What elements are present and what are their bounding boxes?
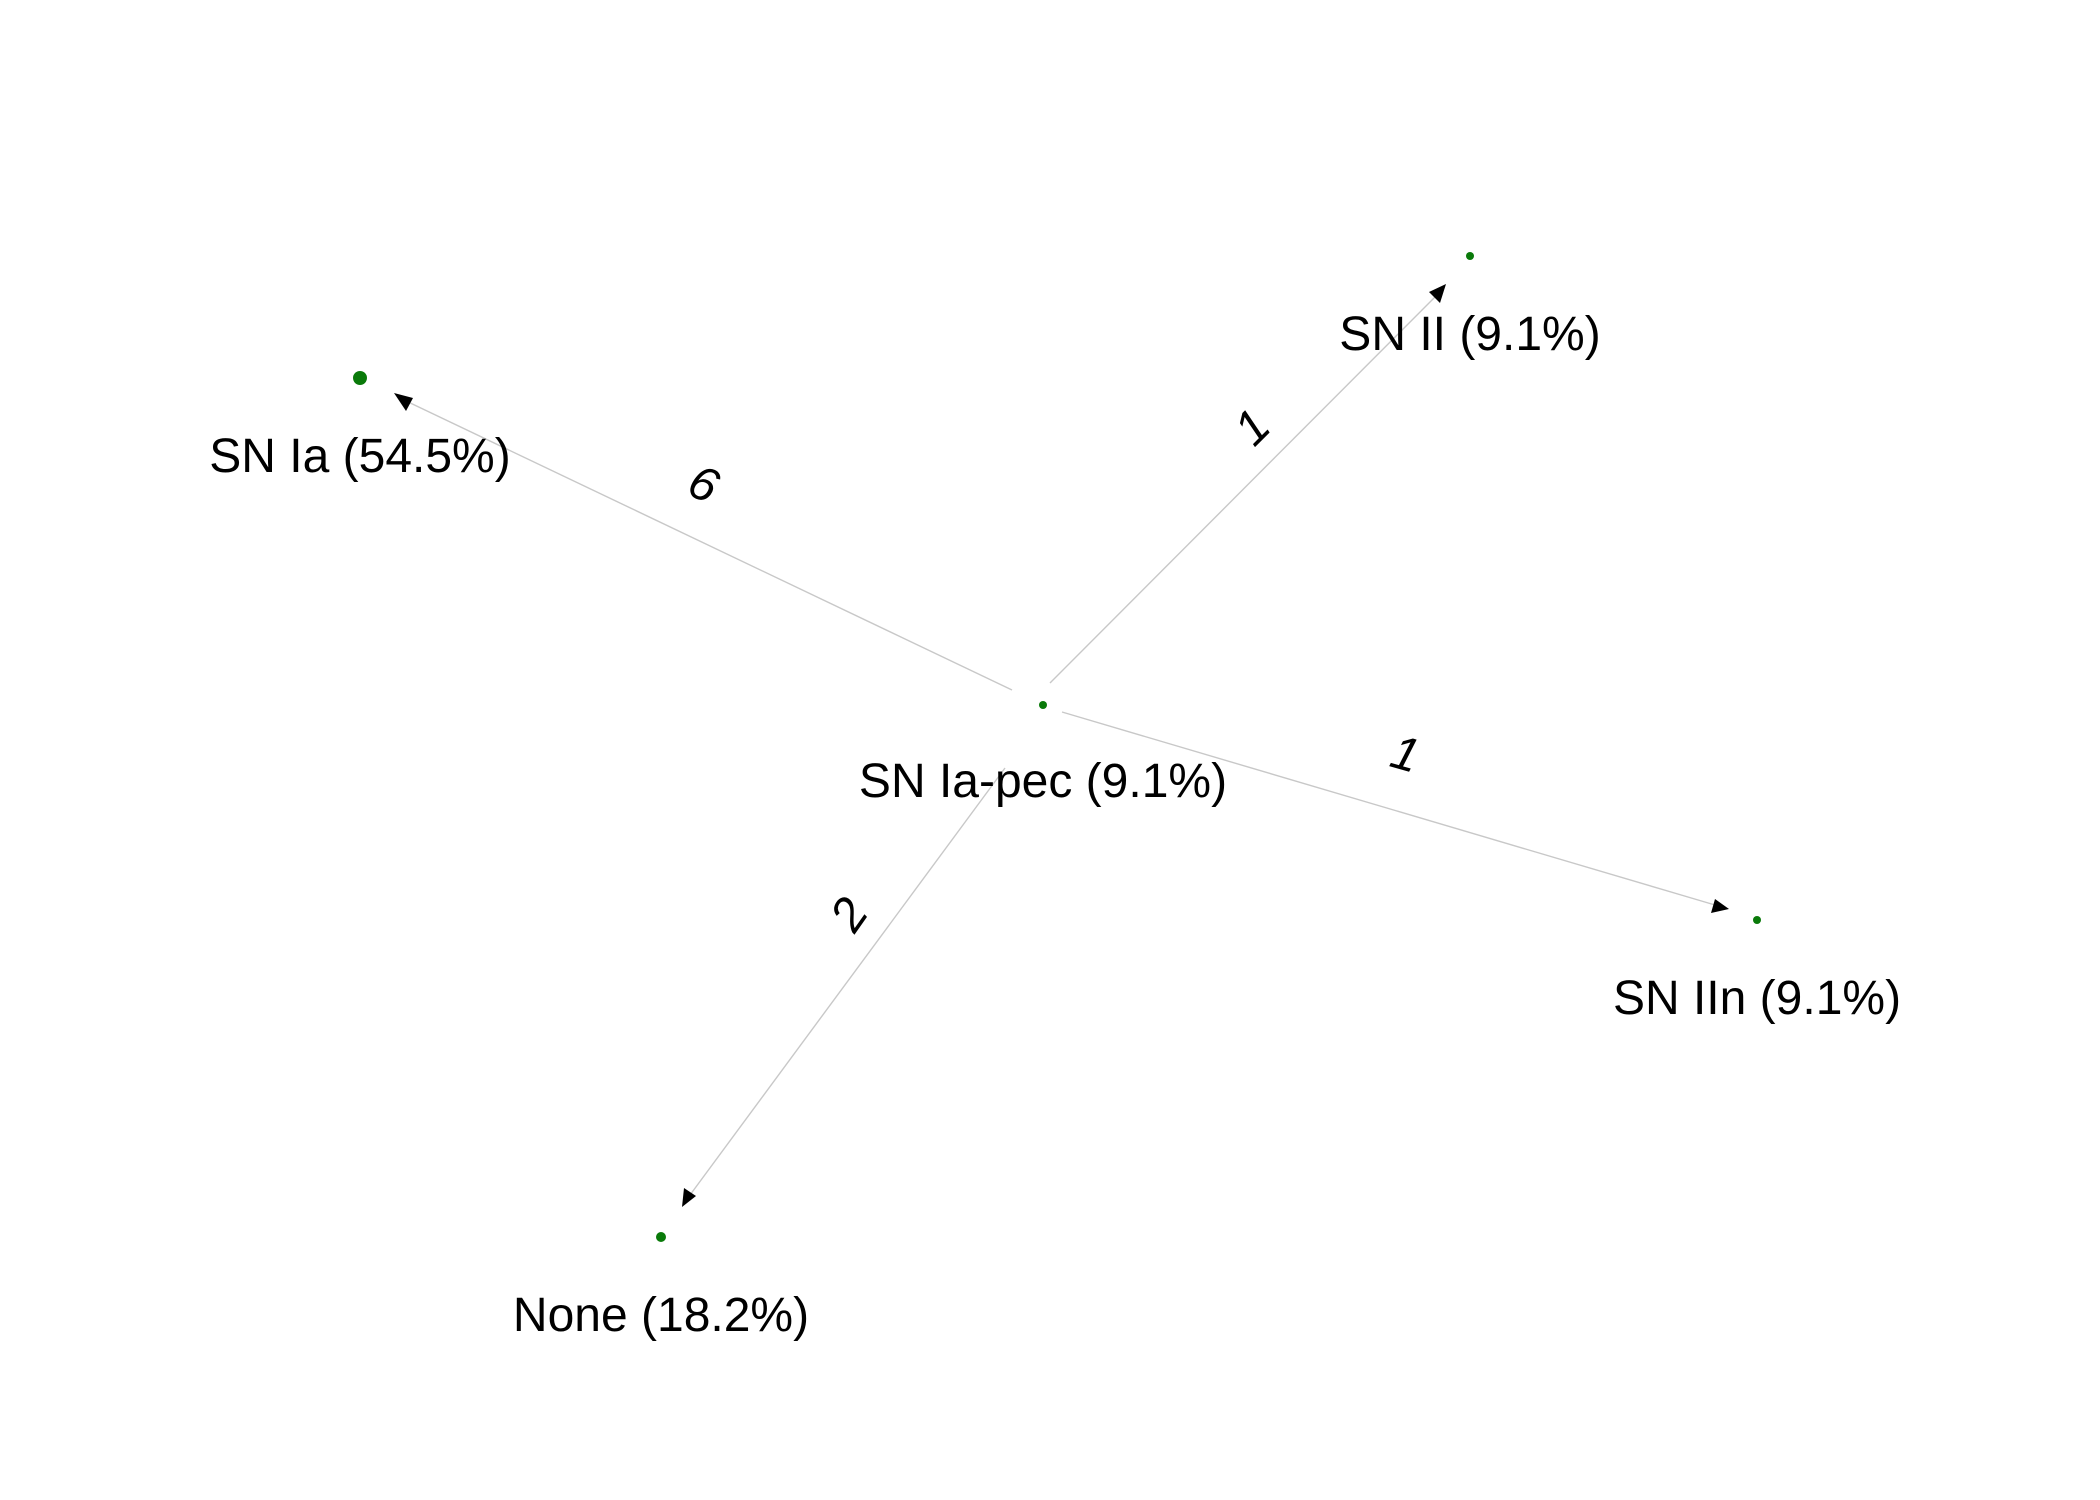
node-label-center: SN Ia-pec (9.1%) xyxy=(859,755,1227,808)
node-center[interactable]: SN Ia-pec (9.1%) xyxy=(859,701,1227,808)
node-ii[interactable]: SN II (9.1%) xyxy=(1339,252,1601,361)
edge-center-to-iin: 1 xyxy=(1061,711,1729,913)
node-dot-ii xyxy=(1466,252,1474,260)
node-dot-center xyxy=(1039,701,1047,709)
edge-weight-ii: 1 xyxy=(1224,399,1280,455)
node-label-none: None (18.2%) xyxy=(513,1289,809,1342)
arrow-head-none xyxy=(682,1188,696,1207)
node-none[interactable]: None (18.2%) xyxy=(513,1232,809,1342)
nodes-layer: SN Ia-pec (9.1%) SN Ia (54.5%) SN II (9.… xyxy=(209,252,1901,1342)
arrow-head-ia xyxy=(394,393,413,411)
node-ia[interactable]: SN Ia (54.5%) xyxy=(209,371,511,483)
node-label-iin: SN IIn (9.1%) xyxy=(1613,972,1901,1025)
node-iin[interactable]: SN IIn (9.1%) xyxy=(1613,916,1901,1025)
node-label-ii: SN II (9.1%) xyxy=(1339,308,1600,361)
edge-weight-iin: 1 xyxy=(1385,725,1425,783)
arrow-head-iin xyxy=(1711,899,1729,913)
edge-weight-none: 2 xyxy=(820,889,879,942)
node-dot-iin xyxy=(1753,916,1761,924)
edges-layer: 6 1 1 2 xyxy=(394,284,1729,1207)
node-dot-ia xyxy=(353,371,367,385)
arrow-head-ii xyxy=(1429,284,1446,303)
edge-center-to-none: 2 xyxy=(682,767,1006,1207)
node-dot-none xyxy=(656,1232,666,1242)
edge-weight-ia: 6 xyxy=(680,455,726,514)
node-label-ia: SN Ia (54.5%) xyxy=(209,430,510,483)
